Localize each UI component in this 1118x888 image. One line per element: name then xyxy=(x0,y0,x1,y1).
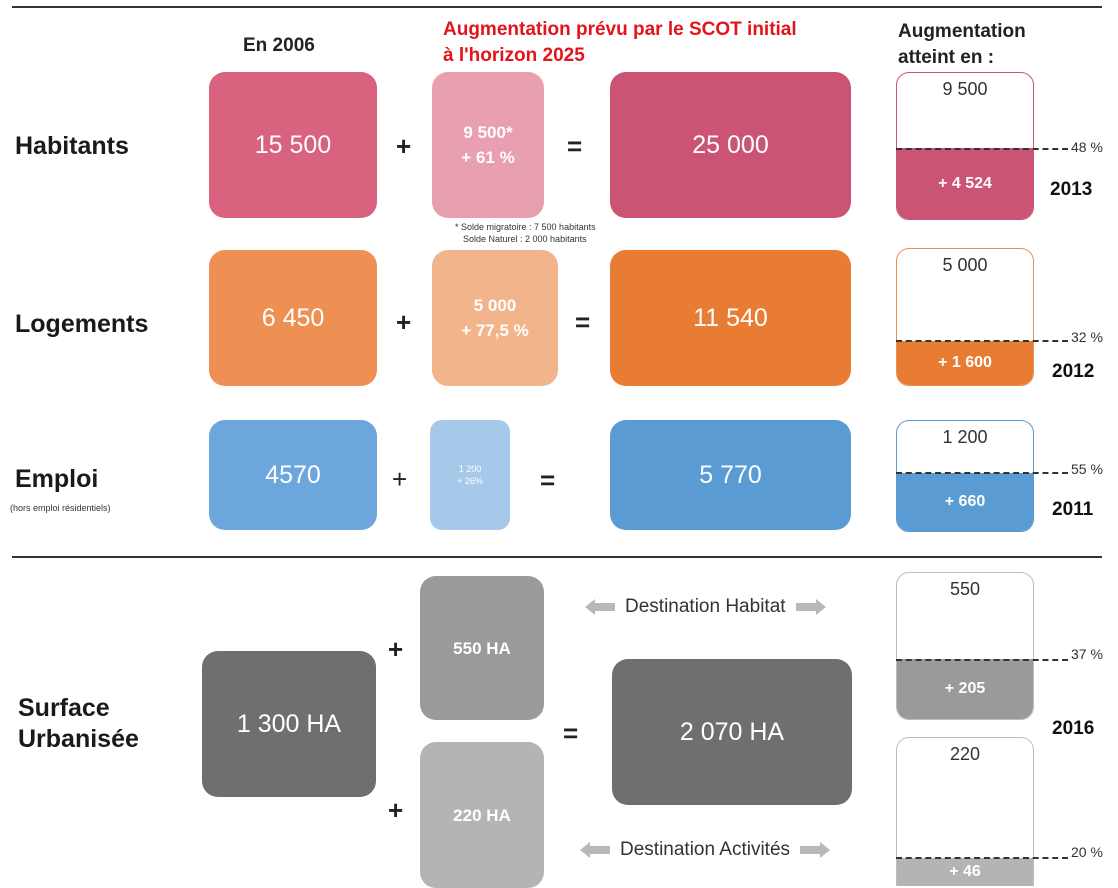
row-label-surface: Surface Urbanisée xyxy=(18,693,139,755)
surface-result-value: 2 070 HA xyxy=(679,717,785,746)
emploi-gauge-target: 1 200 xyxy=(942,427,988,447)
surface-activites-gauge: 220 + 46 xyxy=(896,737,1034,886)
logements-increase-line2: + 77,5 % xyxy=(461,321,529,340)
row-label-surface-line1: Surface xyxy=(18,694,110,722)
arrow-right-icon xyxy=(795,599,826,615)
surface-plus-habitat: + xyxy=(388,634,404,664)
surface-result-box: 2 070 HA xyxy=(612,659,852,805)
emploi-base-value: 4570 xyxy=(265,460,321,489)
header-augmentation-line1: Augmentation prévu par le SCOT initial xyxy=(443,19,797,40)
surface-activites-gauge-fill: + 46 xyxy=(897,858,1033,886)
header-augmentation-line2: à l'horizon 2025 xyxy=(443,45,585,66)
habitants-footnote: * Solde migratoire : 7 500 habitants Sol… xyxy=(455,221,596,245)
surface-habitat-box: 550 HA xyxy=(420,576,544,720)
row-label-logements: Logements xyxy=(15,310,149,338)
logements-pct: 32 % xyxy=(1071,329,1103,345)
emploi-gauge-fill: + 660 xyxy=(897,473,1033,531)
arrow-left-icon xyxy=(585,599,615,615)
logements-base-box: 6 450 xyxy=(209,250,377,386)
surface-habitat-gauge-fill: + 205 xyxy=(897,659,1033,719)
emploi-result-value: 5 770 xyxy=(699,460,762,489)
logements-increase-line1: 5 000 xyxy=(473,296,517,315)
surface-activites-gauge-target: 220 xyxy=(949,744,981,764)
habitants-base-value: 15 500 xyxy=(254,130,332,159)
emploi-increase-box: 1 200 + 26% xyxy=(430,420,510,530)
emploi-base-box: 4570 xyxy=(209,420,377,530)
logements-threshold-line xyxy=(896,340,1068,342)
habitants-result-value: 25 000 xyxy=(692,130,769,159)
logements-result-box: 11 540 xyxy=(610,250,851,386)
surface-habitat-threshold-line xyxy=(896,659,1068,661)
habitants-gauge-fill-value: + 4 524 xyxy=(938,174,992,192)
logements-base-value: 6 450 xyxy=(261,303,325,332)
surface-activites-pct: 20 % xyxy=(1071,844,1103,860)
logements-plus: + xyxy=(396,307,412,337)
top-separator xyxy=(12,6,1102,8)
habitants-base-box: 15 500 xyxy=(209,72,377,218)
surface-habitat-pct: 37 % xyxy=(1071,646,1103,662)
surface-activites-box: 220 HA xyxy=(420,742,544,888)
habitants-threshold-line xyxy=(896,148,1068,150)
logements-increase-box: 5 000 + 77,5 % xyxy=(432,250,558,386)
row-label-habitants: Habitants xyxy=(15,132,129,160)
arrow-right-icon xyxy=(800,842,831,858)
emploi-threshold-line xyxy=(896,472,1068,474)
habitants-equals: = xyxy=(567,131,583,161)
habitants-increase-line1: 9 500* xyxy=(463,123,513,142)
habitants-increase-box: 9 500* + 61 % xyxy=(432,72,544,218)
logements-equals: = xyxy=(575,307,591,337)
row-label-emploi: Emploi xyxy=(15,465,99,493)
emploi-pct: 55 % xyxy=(1071,461,1103,477)
surface-habitat-gauge-target: 550 xyxy=(949,579,981,599)
habitants-gauge-fill: + 4 524 xyxy=(897,148,1033,219)
logements-gauge-fill: + 1 600 xyxy=(897,341,1033,385)
emploi-equals: = xyxy=(540,465,556,495)
habitants-footnote-line1: * Solde migratoire : 7 500 habitants xyxy=(455,222,596,232)
habitants-year: 2013 xyxy=(1050,179,1093,200)
emploi-gauge: 1 200 + 660 xyxy=(896,420,1034,532)
header-en-2006: En 2006 xyxy=(243,35,315,56)
surface-habitat-gauge-fill-value: + 205 xyxy=(944,680,986,697)
logements-year: 2012 xyxy=(1052,361,1095,382)
emploi-plus: + xyxy=(392,464,408,494)
header-augmentation-prevue: Augmentation prévu par le SCOT initial à… xyxy=(443,17,797,69)
surface-year: 2016 xyxy=(1052,718,1095,739)
logements-gauge: 5 000 + 1 600 xyxy=(896,248,1034,386)
destination-activites-label: Destination Activités xyxy=(620,839,791,860)
emploi-year: 2011 xyxy=(1052,499,1094,520)
emploi-sublabel: (hors emploi résidentiels) xyxy=(10,503,111,513)
logements-result-value: 11 540 xyxy=(693,303,768,332)
surface-base-box: 1 300 HA xyxy=(202,651,376,797)
surface-habitat-value: 550 HA xyxy=(453,638,511,658)
habitants-gauge: 9 500 + 4 524 xyxy=(896,72,1034,220)
destination-habitat-label: Destination Habitat xyxy=(625,596,786,617)
logements-gauge-target: 5 000 xyxy=(942,255,988,275)
arrow-left-icon xyxy=(580,842,610,858)
habitants-footnote-line2: Solde Naturel : 2 000 habitants xyxy=(463,234,587,244)
destination-habitat: Destination Habitat xyxy=(585,596,826,618)
surface-habitat-gauge: 550 + 205 xyxy=(896,572,1034,720)
destination-activites: Destination Activités xyxy=(580,839,831,861)
surface-activites-value: 220 HA xyxy=(453,805,511,825)
habitants-result-box: 25 000 xyxy=(610,72,851,218)
emploi-increase-line1: 1 200 xyxy=(458,464,482,474)
habitants-increase-line2: + 61 % xyxy=(461,148,515,167)
row-label-surface-line2: Urbanisée xyxy=(18,725,139,753)
emploi-increase-line2: + 26% xyxy=(457,476,483,486)
surface-base-value: 1 300 HA xyxy=(236,709,342,738)
header-augmentation-atteint: Augmentation atteint en : xyxy=(898,19,1026,71)
habitants-plus: + xyxy=(396,131,412,161)
emploi-result-box: 5 770 xyxy=(610,420,851,530)
surface-activites-threshold-line xyxy=(896,857,1068,859)
habitants-pct: 48 % xyxy=(1071,139,1103,155)
surface-activites-gauge-fill-value: + 46 xyxy=(949,863,981,880)
header-atteint-line2: atteint en : xyxy=(898,47,995,68)
surface-equals: = xyxy=(563,718,579,748)
middle-separator xyxy=(12,556,1102,558)
logements-gauge-fill-value: + 1 600 xyxy=(938,354,992,371)
habitants-gauge-target: 9 500 xyxy=(942,79,988,99)
emploi-gauge-fill-value: + 660 xyxy=(944,493,986,510)
surface-plus-activites: + xyxy=(388,795,404,825)
header-atteint-line1: Augmentation xyxy=(898,21,1026,42)
